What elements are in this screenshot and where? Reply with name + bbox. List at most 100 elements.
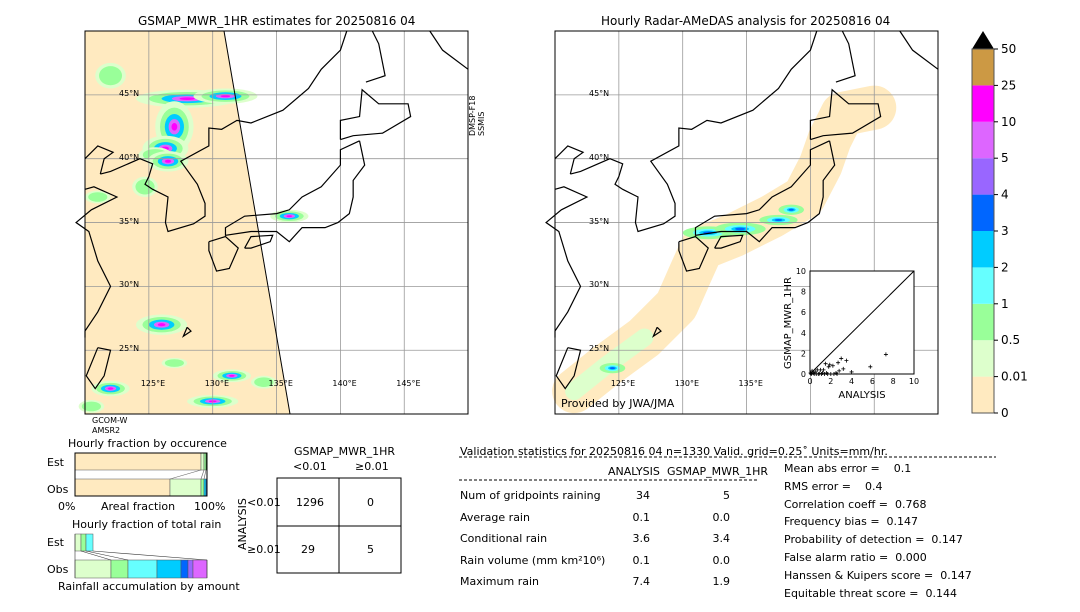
scatter-point xyxy=(835,372,840,376)
coastline xyxy=(84,145,115,175)
x-tick-label: 2 xyxy=(828,377,833,386)
scatter-point xyxy=(844,358,849,363)
colorbar-extend-arrow xyxy=(972,31,994,49)
occ-obs-label: Obs xyxy=(47,483,69,496)
coastline xyxy=(714,234,744,249)
colorbar-tick-label: 0.01 xyxy=(1001,370,1028,384)
right-map-title: Hourly Radar-AMeDAS analysis for 2025081… xyxy=(601,14,891,28)
diagonal-line xyxy=(809,270,915,375)
rain-cell xyxy=(88,192,108,202)
score-line: Probability of detection = 0.147 xyxy=(784,533,963,547)
score-line: Equitable threat score = 0.144 xyxy=(784,586,957,600)
lat-label: 30°N xyxy=(119,280,140,290)
colorbar-tick-label: 25 xyxy=(1001,78,1016,92)
score-line: False alarm ratio = 0.000 xyxy=(784,551,927,564)
tr-est-segment xyxy=(85,533,94,552)
coastline xyxy=(244,234,274,249)
rain-cell xyxy=(788,208,794,211)
scatter-point xyxy=(868,364,873,369)
coastline xyxy=(899,30,939,70)
tr-est-segment xyxy=(80,533,87,552)
coastline xyxy=(809,88,882,141)
stat-analysis: 7.4 xyxy=(632,575,651,588)
coastline xyxy=(694,140,836,243)
stat-label: Average rain xyxy=(460,510,530,524)
tr-obs-segment xyxy=(180,559,189,579)
fraction-charts xyxy=(74,452,208,579)
contingency-row2: ≥0.01 xyxy=(247,543,281,556)
stat-gsmap: 0.0 xyxy=(712,510,731,524)
rain-cell xyxy=(164,359,184,367)
contingency-table xyxy=(276,477,402,574)
stat-label: Num of gridpoints raining xyxy=(460,489,601,502)
occ-est-segment xyxy=(203,452,207,471)
score-line: RMS error = 0.4 xyxy=(784,479,883,493)
scatter-point xyxy=(883,352,888,357)
tr-obs-label: Obs xyxy=(47,563,69,576)
coastline xyxy=(545,186,589,338)
cell-miss: 29 xyxy=(301,543,315,556)
colorbar-segment xyxy=(972,303,994,341)
rain-cell xyxy=(228,374,235,377)
lat-label: 35°N xyxy=(589,216,610,226)
stat-analysis: 34 xyxy=(636,489,650,502)
rain-cell xyxy=(171,122,178,131)
lat-label: 25°N xyxy=(589,344,610,354)
contingency-title: GSMAP_MWR_1HR xyxy=(294,445,396,458)
tr-obs-segment xyxy=(127,559,158,579)
colorbar-segment xyxy=(972,376,994,413)
coastline xyxy=(835,30,856,83)
colorbar-tick-label: 3 xyxy=(1001,224,1009,238)
stat-label: Conditional rain xyxy=(460,532,548,545)
tr-obs-segment xyxy=(192,559,208,579)
tr-xlabel: Rainfall accumulation by amount xyxy=(58,580,240,593)
coastline xyxy=(429,30,469,70)
y-tick-label: 2 xyxy=(801,349,806,358)
colorbar-tick-label: 5 xyxy=(1001,151,1009,165)
swath-edge xyxy=(223,30,291,415)
coastline xyxy=(224,140,366,243)
coastline xyxy=(554,145,585,175)
coastline xyxy=(208,235,239,272)
stat-label: Maximum rain xyxy=(460,575,539,588)
col-gsmap: GSMAP_MWR_1HR xyxy=(667,465,769,478)
colorbar-segment xyxy=(972,194,994,231)
rain-cell xyxy=(81,401,101,412)
coastline xyxy=(678,235,709,272)
scatter-point xyxy=(808,370,813,375)
contingency-row1: <0.01 xyxy=(247,496,281,509)
occ-xlabel: Areal fraction xyxy=(101,500,176,513)
tr-obs-segment xyxy=(156,559,182,579)
bottom-sat-label: GCOM-W AMSR2 xyxy=(92,416,128,435)
lon-label: 130°E xyxy=(204,379,230,388)
occ-obs-segment xyxy=(200,478,205,497)
y-tick-label: 4 xyxy=(801,329,806,338)
score-line: Frequency bias = 0.147 xyxy=(784,515,919,529)
colorbar-tick-label: 0.5 xyxy=(1001,333,1020,347)
rain-cell xyxy=(107,387,114,390)
stat-analysis: 0.1 xyxy=(632,553,651,567)
lat-label: 45°N xyxy=(589,88,610,98)
colorbar-tick-label: 50 xyxy=(1001,42,1016,56)
scatter-point xyxy=(841,366,846,371)
colorbar-tick-label: 4 xyxy=(1001,188,1009,202)
x-tick-label: 6 xyxy=(870,377,875,386)
scatter-point xyxy=(826,364,831,369)
coastline xyxy=(365,30,386,83)
scatter-point xyxy=(839,356,844,361)
tr-est-label: Est xyxy=(47,536,64,549)
occ-est-segment xyxy=(74,452,202,471)
scatter-xlabel: ANALYSIS xyxy=(838,390,885,401)
y-tick-label: 8 xyxy=(801,288,806,297)
lon-label: 140°E xyxy=(332,379,357,388)
lon-label: 125°E xyxy=(610,379,636,388)
x-tick-label: 8 xyxy=(891,377,896,386)
occ-x0: 0% xyxy=(58,500,76,513)
scatter-point xyxy=(827,362,832,367)
scatter-point xyxy=(815,367,820,372)
lat-label: 40°N xyxy=(589,152,610,162)
coastline xyxy=(181,326,192,338)
colorbar-tick-label: 10 xyxy=(1001,115,1016,129)
rain-cell xyxy=(164,159,172,163)
scatter-point xyxy=(836,360,841,365)
